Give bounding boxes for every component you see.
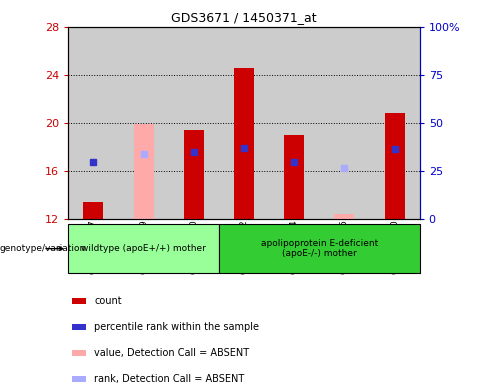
Text: GSM142370: GSM142370 bbox=[189, 219, 198, 274]
Bar bbox=[234, 68, 254, 219]
FancyBboxPatch shape bbox=[68, 224, 219, 273]
Text: GSM142376: GSM142376 bbox=[340, 219, 349, 274]
Bar bbox=[169, 27, 219, 219]
Bar bbox=[219, 27, 269, 219]
Bar bbox=[184, 130, 204, 219]
Text: percentile rank within the sample: percentile rank within the sample bbox=[94, 322, 259, 332]
Text: count: count bbox=[94, 296, 122, 306]
Text: GSM142369: GSM142369 bbox=[139, 219, 148, 274]
Text: wildtype (apoE+/+) mother: wildtype (apoE+/+) mother bbox=[81, 244, 206, 253]
Bar bbox=[369, 27, 420, 219]
Title: GDS3671 / 1450371_at: GDS3671 / 1450371_at bbox=[171, 11, 317, 24]
Text: GSM142367: GSM142367 bbox=[89, 219, 98, 274]
Bar bbox=[72, 298, 86, 304]
Text: rank, Detection Call = ABSENT: rank, Detection Call = ABSENT bbox=[94, 374, 244, 384]
Bar bbox=[269, 27, 319, 219]
Bar bbox=[334, 214, 354, 219]
Bar bbox=[72, 350, 86, 356]
Bar bbox=[319, 27, 369, 219]
Bar bbox=[284, 135, 304, 219]
Bar bbox=[68, 27, 119, 219]
Bar bbox=[385, 113, 405, 219]
Bar bbox=[119, 27, 169, 219]
FancyBboxPatch shape bbox=[219, 224, 420, 273]
Text: GSM142372: GSM142372 bbox=[240, 219, 248, 273]
Text: GSM142380: GSM142380 bbox=[390, 219, 399, 274]
Bar bbox=[134, 124, 154, 219]
Text: genotype/variation: genotype/variation bbox=[0, 244, 86, 253]
Text: GSM142374: GSM142374 bbox=[290, 219, 299, 273]
Text: value, Detection Call = ABSENT: value, Detection Call = ABSENT bbox=[94, 348, 249, 358]
Bar bbox=[72, 376, 86, 382]
Bar bbox=[72, 324, 86, 330]
Bar bbox=[83, 202, 103, 219]
Text: apolipoprotein E-deficient
(apoE-/-) mother: apolipoprotein E-deficient (apoE-/-) mot… bbox=[261, 239, 378, 258]
